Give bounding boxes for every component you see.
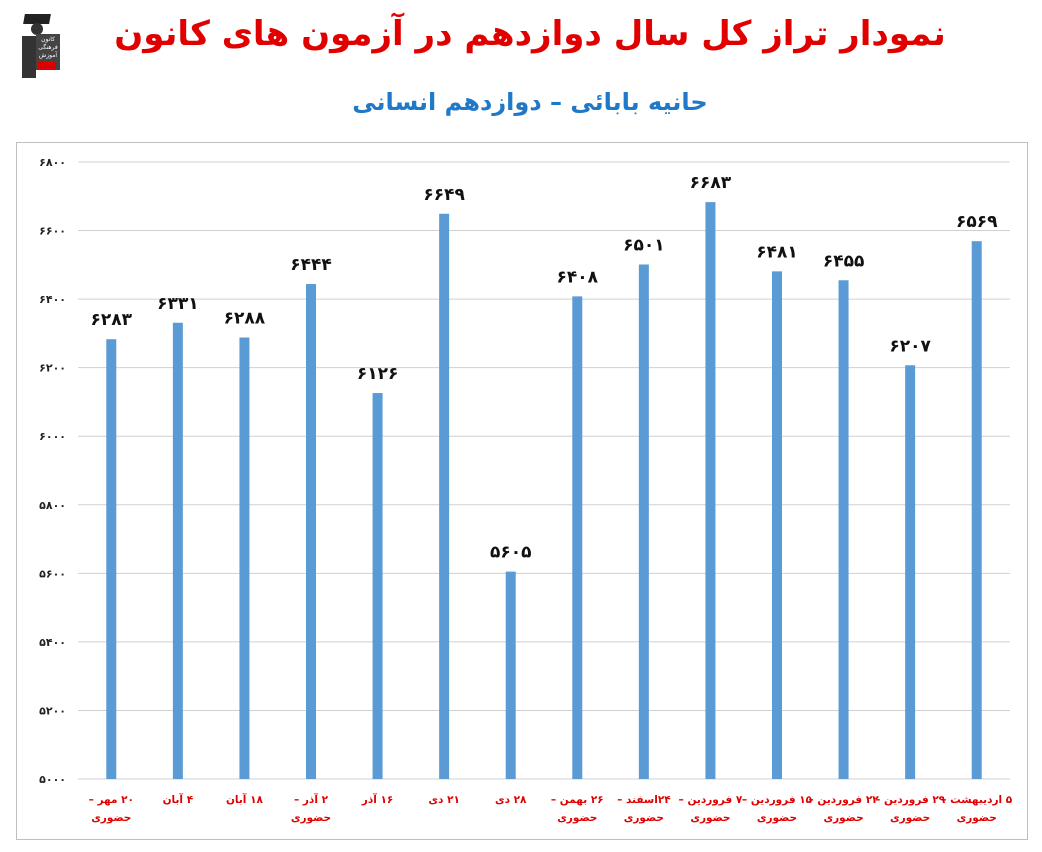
x-tick-label: ۴ آبان [163,793,194,806]
data-label: ۶۳۳۱ [157,294,199,314]
x-tick-label: ۱۸ آبان [226,793,264,806]
data-label: ۶۴۵۵ [823,251,865,271]
x-tick-label: حضوری [690,812,730,824]
x-tick-label: ۲۰ مهر – [89,794,134,806]
bar [638,264,649,779]
x-tick-label: ۲۹ فروردین – [875,794,946,806]
bar [505,571,516,779]
y-tick-label: ۵۰۰۰ [39,773,66,786]
data-label: ۶۴۸۱ [756,242,798,262]
bar [572,296,583,779]
y-tick-label: ۵۴۰۰ [39,636,66,649]
x-tick-label: حضوری [890,812,930,824]
x-tick-label: حضوری [291,812,331,824]
bar [372,393,383,779]
logo-figure-head [31,23,43,35]
y-tick-label: ۶۰۰۰ [39,430,66,443]
data-label: ۶۴۴۴ [290,255,332,275]
x-tick-label: حضوری [624,812,664,824]
x-tick-label: ۲۶ بهمن – [551,794,604,806]
x-tick-label: حضوری [823,812,863,824]
x-tick-label: حضوری [757,812,797,824]
bar [439,213,450,779]
data-label: ۶۲۰۷ [889,336,931,356]
x-tick-label: ۲۱ دی [428,794,460,806]
chart-title: نمودار تراز کل سال دوازدهم در آزمون های … [114,14,946,54]
x-tick-label: ۲ آذر – [294,793,329,806]
data-label: ۶۵۶۹ [956,212,998,232]
kanoon-logo: کانون فرهنگی آموزش [14,14,60,80]
data-label: ۶۶۸۳ [690,173,732,193]
logo-text-line: فرهنگی [38,44,58,51]
logo-figure-body [22,36,36,78]
bar [838,280,849,779]
bar [971,241,982,780]
data-label: ۶۴۰۸ [557,267,599,287]
bar [239,337,250,779]
x-tick-label: ۱۶ آذر [361,793,394,806]
logo-red-badge [38,62,56,69]
logo-text-line: کانون [41,36,55,43]
chart-subtitle: حانیه بابائی – دوازدهم انسانی [352,88,708,116]
y-tick-label: ۵۶۰۰ [39,567,66,580]
data-label: ۶۵۰۱ [623,235,665,255]
x-tick-label: ۱۵ فروردین – [742,794,813,806]
x-tick-label: ۲۸ دی [495,794,527,806]
x-tick-label: ۲۴اسفند – [617,794,671,806]
bar [705,202,716,780]
y-tick-label: ۶۶۰۰ [39,225,66,238]
data-label: ۵۶۰۵ [490,543,532,563]
x-tick-label: حضوری [557,812,597,824]
data-label: ۶۲۸۸ [224,309,266,329]
y-tick-label: ۶۲۰۰ [39,362,66,375]
y-tick-label: ۶۴۰۰ [39,293,66,306]
data-label: ۶۲۸۳ [91,310,133,330]
x-tick-label: ۲۲ فروردین – [808,794,879,806]
bar [106,339,117,779]
data-label: ۶۱۲۶ [357,364,399,384]
y-tick-label: ۶۸۰۰ [39,156,66,169]
bar [306,284,316,779]
x-tick-label: حضوری [957,812,997,824]
x-tick-label: ۵ اردیبهشت – [941,794,1013,806]
y-tick-label: ۵۸۰۰ [39,499,66,512]
chart-area [16,142,1028,840]
y-tick-label: ۵۲۰۰ [39,704,66,717]
bar [172,322,183,779]
x-tick-label: حضوری [91,812,131,824]
x-tick-label: ۷ فروردین – [679,794,743,806]
bar [772,271,782,779]
bar [905,365,916,779]
logo-text-line: آموزش [38,52,58,59]
data-label: ۶۶۴۹ [423,185,465,205]
